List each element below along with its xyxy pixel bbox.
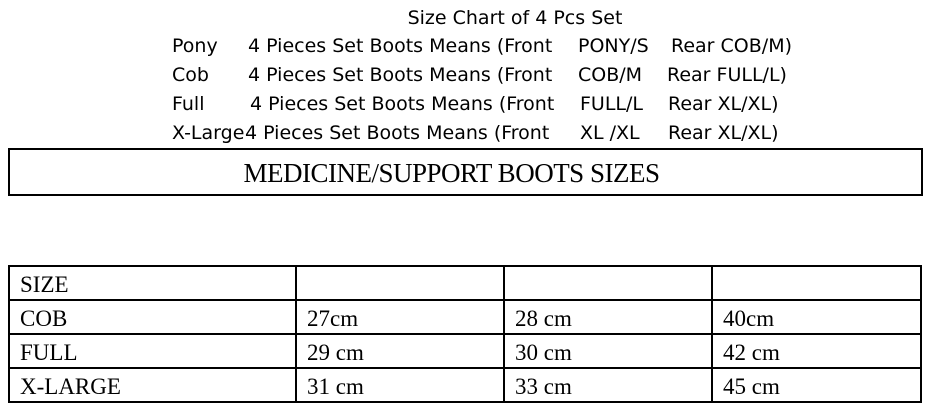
size-desc: 4 Pieces Set Boots Means (Front: [248, 35, 553, 57]
size-name: X-Large: [172, 122, 245, 144]
banner-text: MEDICINE/SUPPORT BOOTS SIZES: [243, 158, 660, 188]
table-cell: 45 cm: [711, 367, 922, 403]
size-line-xlarge: X-Large 4 Pieces Set Boots Means (Front …: [0, 119, 930, 148]
size-front: FULL/L: [580, 93, 643, 115]
table-cell: 42 cm: [711, 333, 922, 369]
size-front: PONY/S: [578, 35, 649, 57]
size-front: XL /XL: [580, 122, 640, 144]
table-cell: COB: [8, 299, 297, 335]
table-cell: [295, 265, 505, 301]
table-cell: 27cm: [295, 299, 505, 335]
table-cell: SIZE: [8, 265, 297, 301]
size-front: COB/M: [578, 64, 643, 86]
size-name: Pony: [172, 35, 218, 57]
table-cell: 31 cm: [295, 367, 505, 403]
size-chart-title: Size Chart of 4 Pcs Set: [407, 7, 623, 29]
size-desc: 4 Pieces Set Boots Means (Front: [250, 93, 555, 115]
size-rear: Rear FULL/L): [667, 64, 787, 86]
size-line-full: Full 4 Pieces Set Boots Means (Front FUL…: [0, 90, 930, 119]
size-name: Cob: [172, 64, 209, 86]
size-rear: Rear COB/M): [671, 35, 792, 57]
size-line-cob: Cob 4 Pieces Set Boots Means (Front COB/…: [0, 61, 930, 90]
table-cell: [503, 265, 713, 301]
table-cell: 33 cm: [503, 367, 713, 403]
table-row: FULL 29 cm 30 cm 42 cm: [8, 333, 922, 369]
size-desc: 4 Pieces Set Boots Means (Front: [245, 122, 550, 144]
table-cell: X-LARGE: [8, 367, 297, 403]
table-cell: FULL: [8, 333, 297, 369]
table-row: X-LARGE 31 cm 33 cm 45 cm: [8, 367, 922, 403]
size-rear: Rear XL/XL): [668, 93, 779, 115]
size-rear: Rear XL/XL): [668, 122, 779, 144]
table-row: SIZE: [8, 265, 922, 301]
table-row: COB 27cm 28 cm 40cm: [8, 299, 922, 335]
table-cell: 28 cm: [503, 299, 713, 335]
size-desc: 4 Pieces Set Boots Means (Front: [248, 64, 553, 86]
size-chart-header: Size Chart of 4 Pcs Set Pony 4 Pieces Se…: [0, 4, 930, 148]
table-cell: 30 cm: [503, 333, 713, 369]
table-cell: 40cm: [711, 299, 922, 335]
size-line-pony: Pony 4 Pieces Set Boots Means (Front PON…: [0, 32, 930, 61]
section-banner: MEDICINE/SUPPORT BOOTS SIZES: [8, 148, 923, 196]
table-cell: 29 cm: [295, 333, 505, 369]
boots-size-table: SIZE COB 27cm 28 cm 40cm FULL 29 cm 30 c…: [8, 265, 922, 403]
table-cell: [711, 265, 922, 301]
size-name: Full: [172, 93, 205, 115]
